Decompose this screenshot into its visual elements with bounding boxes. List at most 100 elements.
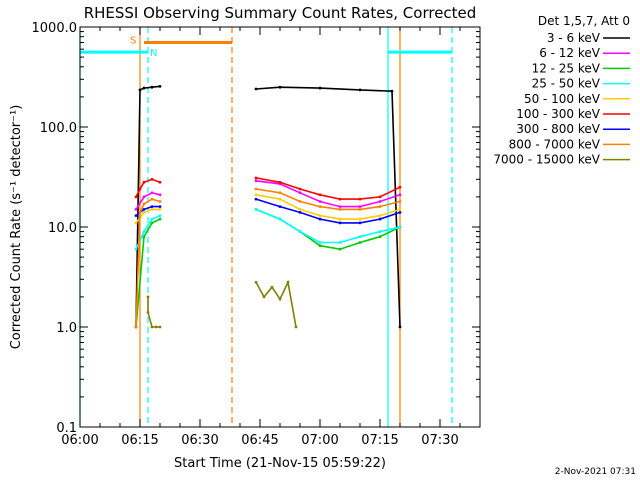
data-point (154, 325, 158, 329)
data-point (150, 325, 154, 329)
data-point (254, 207, 258, 211)
data-point (278, 197, 282, 201)
data-point (142, 180, 146, 184)
series-line (135, 218, 161, 328)
data-point (142, 230, 146, 233)
series-line (135, 214, 161, 250)
data-point (298, 210, 302, 214)
data-point (378, 217, 382, 221)
data-point (158, 193, 162, 197)
series-line (135, 191, 161, 210)
data-point (318, 214, 322, 218)
data-point (142, 86, 146, 90)
data-point (254, 197, 258, 201)
x-tick-label: 07:15 (361, 433, 398, 448)
data-point (278, 191, 282, 195)
data-point (158, 217, 162, 221)
data-point (378, 230, 382, 233)
legend-label: 7000 - 15000 keV (493, 153, 600, 167)
data-point (278, 205, 282, 208)
data-point (398, 210, 402, 214)
data-point (298, 191, 302, 195)
data-point (150, 85, 154, 89)
data-point (398, 185, 402, 189)
legend-title: Det 1,5,7, Att 0 (538, 14, 630, 28)
data-point (338, 197, 342, 201)
data-point (378, 235, 382, 239)
y-tick-label: 100.0 (40, 121, 77, 136)
data-point (134, 214, 138, 218)
series-line (255, 208, 401, 244)
data-point (150, 191, 154, 195)
data-point (398, 200, 402, 203)
data-point (150, 177, 154, 181)
data-point (278, 85, 282, 89)
data-point (358, 235, 362, 239)
chart-title: RHESSI Observing Summary Count Rates, Co… (84, 4, 477, 22)
data-point (318, 200, 322, 203)
data-point (298, 230, 302, 233)
s-label: S (130, 35, 136, 46)
legend-label: 50 - 100 keV (524, 92, 601, 106)
data-point (138, 187, 142, 191)
data-point (134, 221, 138, 225)
x-axis-label: Start Time (21-Nov-15 05:59:22) (174, 456, 386, 471)
x-tick-label: 07:00 (301, 433, 338, 448)
data-point (390, 89, 394, 93)
data-point (134, 207, 138, 211)
data-point (254, 179, 258, 183)
data-point (398, 207, 402, 211)
data-point (398, 225, 402, 229)
data-point (378, 205, 382, 208)
data-point (262, 295, 266, 299)
data-point (158, 200, 162, 203)
data-point (318, 86, 322, 90)
data-point (318, 205, 322, 208)
data-point (138, 210, 142, 214)
data-point (150, 207, 154, 211)
data-point (358, 205, 362, 208)
x-tick-label: 06:00 (61, 433, 98, 448)
y-tick-label: 1.0 (56, 321, 77, 336)
data-point (158, 180, 162, 184)
data-point (158, 214, 162, 218)
data-point (254, 280, 258, 284)
y-tick-label: 10.0 (48, 221, 77, 236)
data-point (298, 200, 302, 203)
data-point (278, 217, 282, 221)
data-point (358, 197, 362, 201)
data-point (142, 195, 146, 199)
data-point (270, 285, 274, 289)
data-point (146, 295, 150, 299)
y-tick-label: 1000.0 (32, 21, 78, 36)
series-line (255, 194, 401, 220)
data-point (142, 202, 146, 206)
data-point (318, 241, 322, 244)
data-point (278, 297, 282, 301)
data-point (138, 88, 142, 92)
data-point (318, 244, 322, 248)
data-point (134, 325, 138, 329)
data-point (254, 187, 258, 191)
series-line (255, 180, 401, 208)
x-tick-label: 06:45 (241, 433, 278, 448)
data-point (378, 195, 382, 199)
data-point (150, 197, 154, 201)
data-point (358, 217, 362, 221)
x-tick-label: 06:30 (181, 433, 218, 448)
series-line (255, 177, 401, 200)
series-line (255, 279, 297, 328)
data-point (338, 247, 342, 251)
data-point (338, 205, 342, 208)
data-point (158, 207, 162, 211)
legend-label: 25 - 50 keV (532, 77, 601, 91)
data-point (358, 88, 362, 92)
data-point (254, 176, 258, 180)
data-point (338, 217, 342, 221)
data-point (358, 207, 362, 211)
data-point (254, 87, 258, 91)
legend-label: 800 - 7000 keV (509, 137, 601, 151)
data-point (158, 325, 162, 329)
footer-timestamp: 2-Nov-2021 07:31 (555, 467, 636, 477)
